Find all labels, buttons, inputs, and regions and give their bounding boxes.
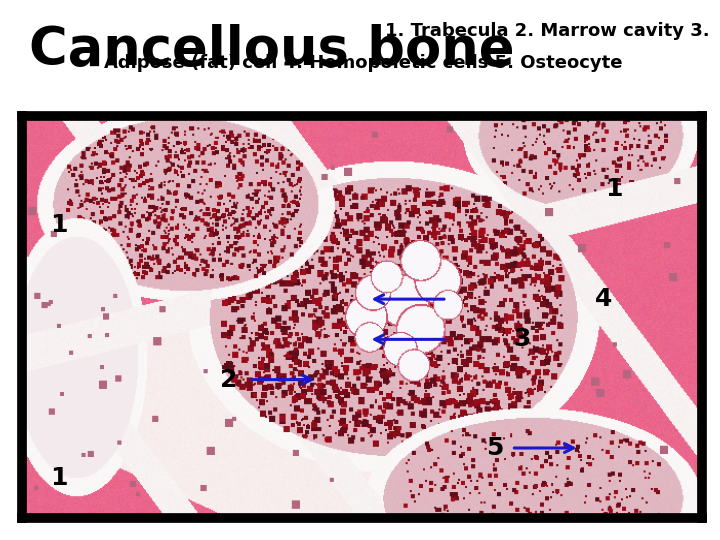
Text: 1: 1 bbox=[50, 466, 68, 490]
Text: 5: 5 bbox=[486, 436, 503, 460]
Text: Cancellous bone: Cancellous bone bbox=[29, 24, 514, 76]
Text: 1: 1 bbox=[50, 213, 68, 237]
Text: 2: 2 bbox=[220, 368, 238, 392]
Text: Adipose (fat) cell 4. Hemopoietic cells 5. Osteocyte: Adipose (fat) cell 4. Hemopoietic cells … bbox=[104, 54, 623, 72]
Text: 1. Trabecula 2. Marrow cavity 3.: 1. Trabecula 2. Marrow cavity 3. bbox=[385, 22, 710, 39]
Text: 3: 3 bbox=[513, 327, 531, 352]
Text: 1: 1 bbox=[605, 177, 622, 200]
Text: 4: 4 bbox=[595, 287, 612, 311]
